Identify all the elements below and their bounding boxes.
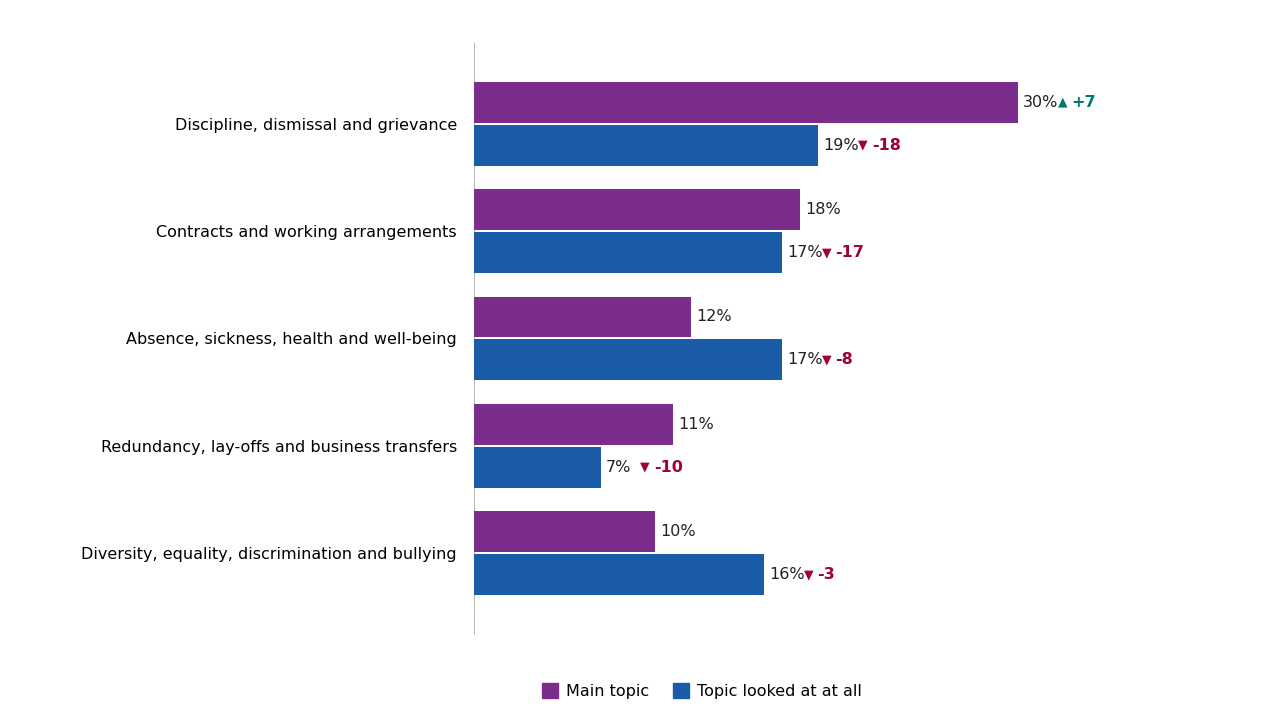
Text: -18: -18 xyxy=(872,138,901,153)
Text: ▲: ▲ xyxy=(1057,96,1068,109)
Text: ▼: ▼ xyxy=(858,139,868,152)
Text: 11%: 11% xyxy=(678,417,714,432)
Text: ▼: ▼ xyxy=(822,354,832,366)
Text: +7: +7 xyxy=(1071,95,1096,109)
Text: ▼: ▼ xyxy=(822,246,832,259)
Text: 10%: 10% xyxy=(660,524,696,539)
Text: 16%: 16% xyxy=(769,567,805,582)
Text: -8: -8 xyxy=(836,352,852,367)
Text: -3: -3 xyxy=(817,567,835,582)
Bar xyxy=(474,511,655,552)
Bar xyxy=(474,554,764,595)
Bar xyxy=(474,339,782,380)
Text: ▼: ▼ xyxy=(804,568,813,581)
Bar xyxy=(474,232,782,273)
Bar xyxy=(474,447,600,487)
Text: 17%: 17% xyxy=(787,352,823,367)
Text: 19%: 19% xyxy=(823,138,859,153)
Text: 12%: 12% xyxy=(696,310,732,325)
Text: 18%: 18% xyxy=(805,202,841,217)
Text: 7%: 7% xyxy=(605,459,631,474)
Text: 17%: 17% xyxy=(787,245,823,260)
Bar xyxy=(474,297,691,338)
Legend: Main topic, Topic looked at at all: Main topic, Topic looked at at all xyxy=(536,677,868,706)
Text: -10: -10 xyxy=(654,459,684,474)
Bar xyxy=(474,82,1018,122)
Bar xyxy=(474,125,818,166)
Text: -17: -17 xyxy=(836,245,864,260)
Text: ▼: ▼ xyxy=(640,461,650,474)
Text: 30%: 30% xyxy=(1023,95,1059,109)
Bar xyxy=(474,404,673,445)
Bar xyxy=(474,189,800,230)
